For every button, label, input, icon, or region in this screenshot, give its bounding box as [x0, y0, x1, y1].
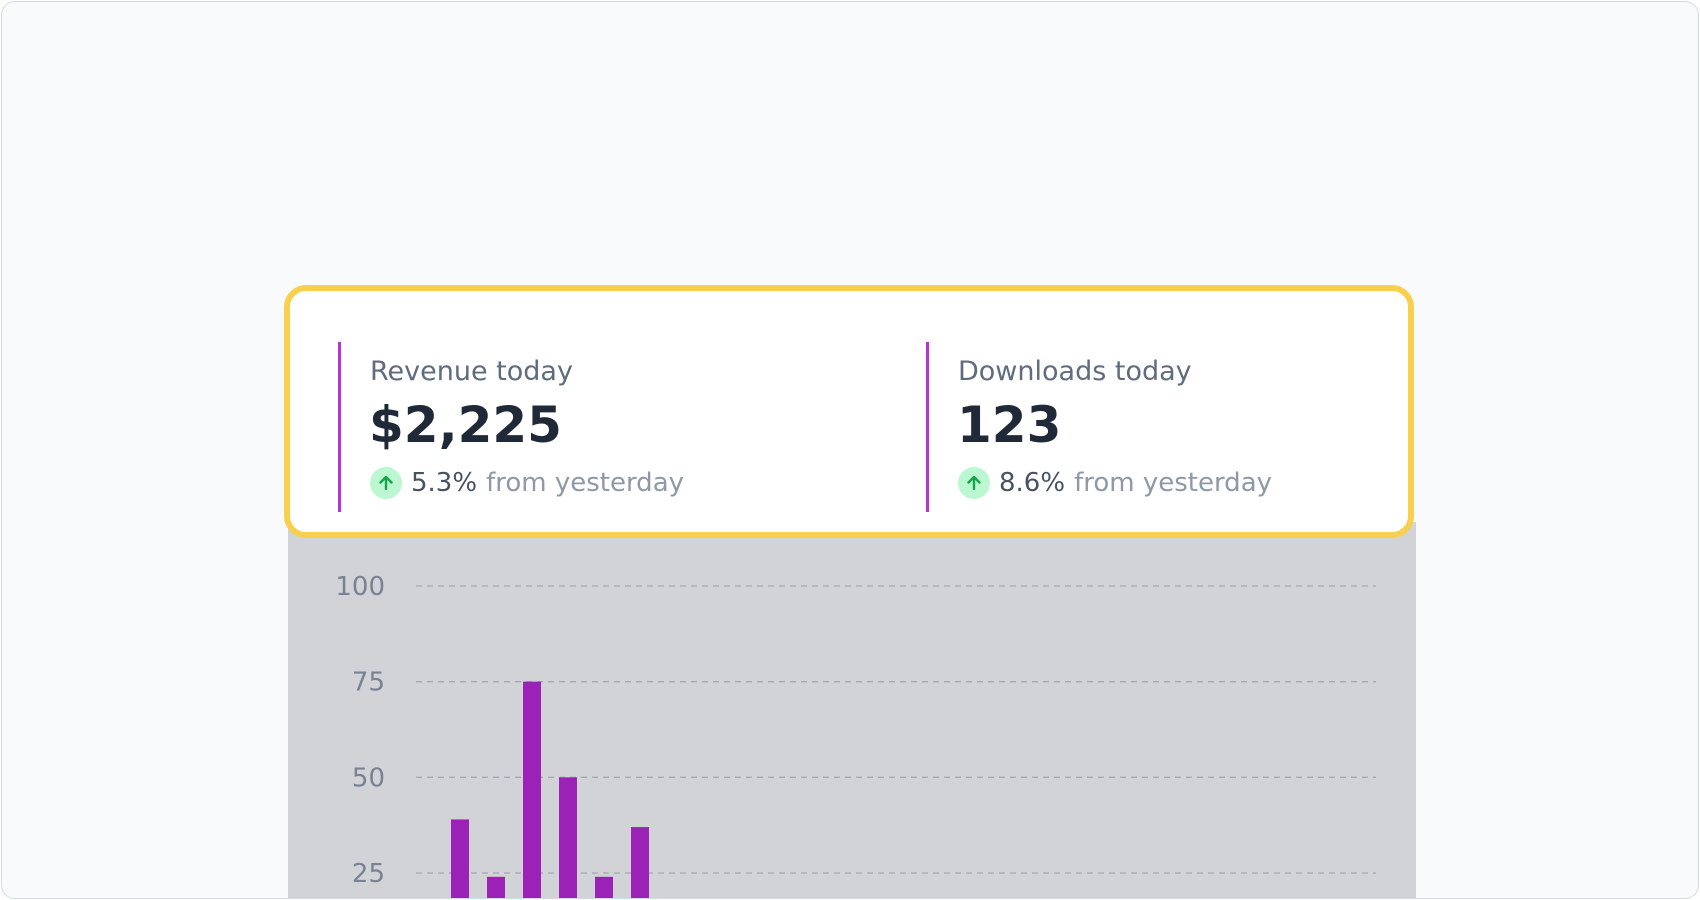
y-tick-label: 25 — [352, 859, 385, 889]
chart-bar[interactable] — [487, 876, 505, 899]
revenue-stat: Revenue today $2,225 5.3% from yesterday — [338, 342, 898, 512]
bar-chart: 100 75 50 25 — [335, 572, 1376, 899]
revenue-change: 5.3% from yesterday — [370, 466, 684, 500]
chart-bar[interactable] — [523, 681, 541, 899]
revenue-change-suffix: from yesterday — [486, 468, 685, 498]
downloads-change: 8.6% from yesterday — [958, 466, 1272, 500]
y-tick-label: 50 — [352, 763, 385, 793]
chart-panel: 100 75 50 25 — [288, 522, 1416, 899]
chart-bar[interactable] — [595, 876, 613, 899]
stats-card[interactable]: Revenue today $2,225 5.3% from yesterday… — [284, 285, 1414, 538]
revenue-change-percent: 5.3% — [411, 468, 478, 498]
revenue-label: Revenue today — [370, 356, 573, 387]
revenue-value: $2,225 — [369, 396, 562, 454]
downloads-stat: Downloads today 123 8.6% from yesterday — [926, 342, 1366, 512]
downloads-change-percent: 8.6% — [999, 468, 1066, 498]
y-tick-label: 75 — [352, 668, 385, 698]
chart-bar[interactable] — [631, 827, 649, 899]
chart-bar[interactable] — [559, 777, 577, 899]
arrow-up-icon — [370, 467, 402, 499]
y-tick-label: 100 — [335, 572, 385, 602]
chart-bar[interactable] — [451, 819, 469, 899]
downloads-label: Downloads today — [958, 356, 1192, 387]
downloads-change-suffix: from yesterday — [1074, 468, 1273, 498]
downloads-value: 123 — [957, 396, 1062, 454]
arrow-up-icon — [958, 467, 990, 499]
